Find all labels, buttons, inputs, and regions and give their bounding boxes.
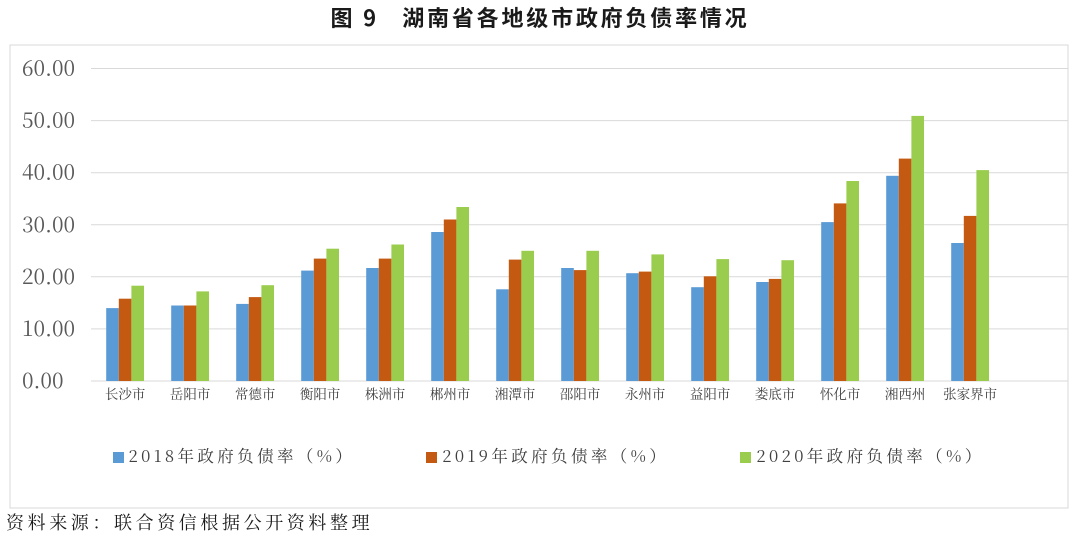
svg-text:20.00: 20.00 bbox=[22, 261, 75, 291]
svg-text:长沙市: 长沙市 bbox=[105, 383, 146, 403]
svg-text:益阳市: 益阳市 bbox=[690, 383, 731, 403]
svg-text:张家界市: 张家界市 bbox=[943, 383, 997, 403]
svg-text:30.00: 30.00 bbox=[22, 209, 75, 239]
svg-text:娄底市: 娄底市 bbox=[755, 383, 796, 403]
svg-text:10.00: 10.00 bbox=[22, 313, 75, 343]
svg-text:40.00: 40.00 bbox=[22, 157, 75, 187]
svg-text:怀化市: 怀化市 bbox=[820, 383, 861, 403]
svg-text:郴州市: 郴州市 bbox=[430, 383, 471, 403]
svg-text:湘西州: 湘西州 bbox=[885, 383, 926, 403]
svg-text:衡阳市: 衡阳市 bbox=[300, 383, 341, 403]
svg-text:邵阳市: 邵阳市 bbox=[560, 383, 601, 403]
svg-text:湘潭市: 湘潭市 bbox=[495, 383, 536, 403]
svg-text:50.00: 50.00 bbox=[22, 105, 75, 135]
svg-text:岳阳市: 岳阳市 bbox=[170, 383, 211, 403]
svg-text:株洲市: 株洲市 bbox=[365, 383, 406, 403]
svg-text:60.00: 60.00 bbox=[22, 53, 75, 83]
svg-text:常德市: 常德市 bbox=[235, 383, 276, 403]
svg-text:永州市: 永州市 bbox=[625, 383, 666, 403]
svg-text:0.00: 0.00 bbox=[22, 365, 64, 395]
